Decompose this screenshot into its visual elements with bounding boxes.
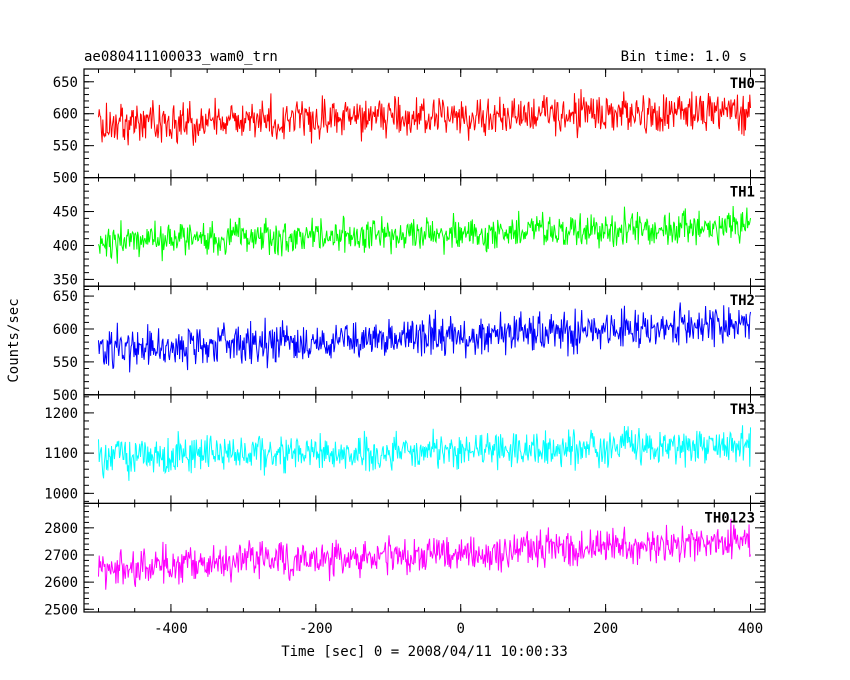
x-tick-label: 400 — [738, 621, 763, 637]
y-tick-label: 1200 — [44, 406, 78, 422]
x-tick-label: 200 — [593, 621, 618, 637]
panel-th0: 500 550 600 650 TH0 — [53, 68, 766, 187]
y-tick-label: 500 — [53, 171, 78, 187]
x-tick-label: -400 — [154, 621, 188, 637]
y-tick-label: 2700 — [44, 548, 78, 564]
series-label: TH3 — [730, 402, 755, 418]
series-label: TH0123 — [704, 510, 755, 526]
panel-th2: 500 550 600 650 TH2 — [53, 285, 766, 404]
y-tick-label: 450 — [53, 205, 78, 221]
x-tick-label: -200 — [299, 621, 333, 637]
y-tick-label: 350 — [53, 272, 78, 288]
series-th2-trace — [97, 302, 752, 373]
y-tick-label: 600 — [53, 322, 78, 338]
series-th3-trace — [97, 425, 752, 481]
y-tick-label: 650 — [53, 75, 78, 91]
y-tick-label: 1000 — [44, 486, 78, 502]
y-tick-label: 1100 — [44, 446, 78, 462]
x-tick-label: 0 — [457, 621, 465, 637]
observation-id-title: ae080411100033_wam0_trn — [84, 49, 278, 65]
y-tick-label: 500 — [53, 388, 78, 404]
y-tick-label: 600 — [53, 107, 78, 123]
y-tick-label: 2500 — [44, 602, 78, 618]
series-th1-trace — [98, 205, 752, 264]
panel-stack: 500 550 600 650 TH0 350 400 450 TH1 500 550 600 650 T… — [44, 68, 766, 618]
panel-th1: 350 400 450 TH1 — [53, 177, 766, 288]
series-th0-trace — [97, 89, 752, 146]
x-axis-label: Time [sec] 0 = 2008/04/11 10:00:33 — [281, 644, 568, 660]
y-tick-label: 650 — [53, 289, 78, 305]
y-tick-label: 550 — [53, 355, 78, 371]
series-label: TH2 — [730, 293, 755, 309]
series-label: TH1 — [730, 185, 755, 201]
y-tick-label: 550 — [53, 139, 78, 155]
y-axis-label: Counts/sec — [6, 298, 22, 382]
y-tick-label: 2800 — [44, 521, 78, 537]
panel-th0123: 2500 2600 2700 2800 TH0123 — [44, 502, 766, 618]
series-label: TH0 — [730, 76, 755, 92]
x-axis: -400 -200 0 200 400 — [154, 621, 763, 637]
series-th0123-trace — [97, 518, 751, 590]
y-tick-label: 2600 — [44, 575, 78, 591]
y-tick-label: 400 — [53, 238, 78, 254]
panel-th3: 1000 1100 1200 TH3 — [44, 394, 766, 504]
bin-time-label: Bin time: 1.0 s — [621, 49, 747, 65]
